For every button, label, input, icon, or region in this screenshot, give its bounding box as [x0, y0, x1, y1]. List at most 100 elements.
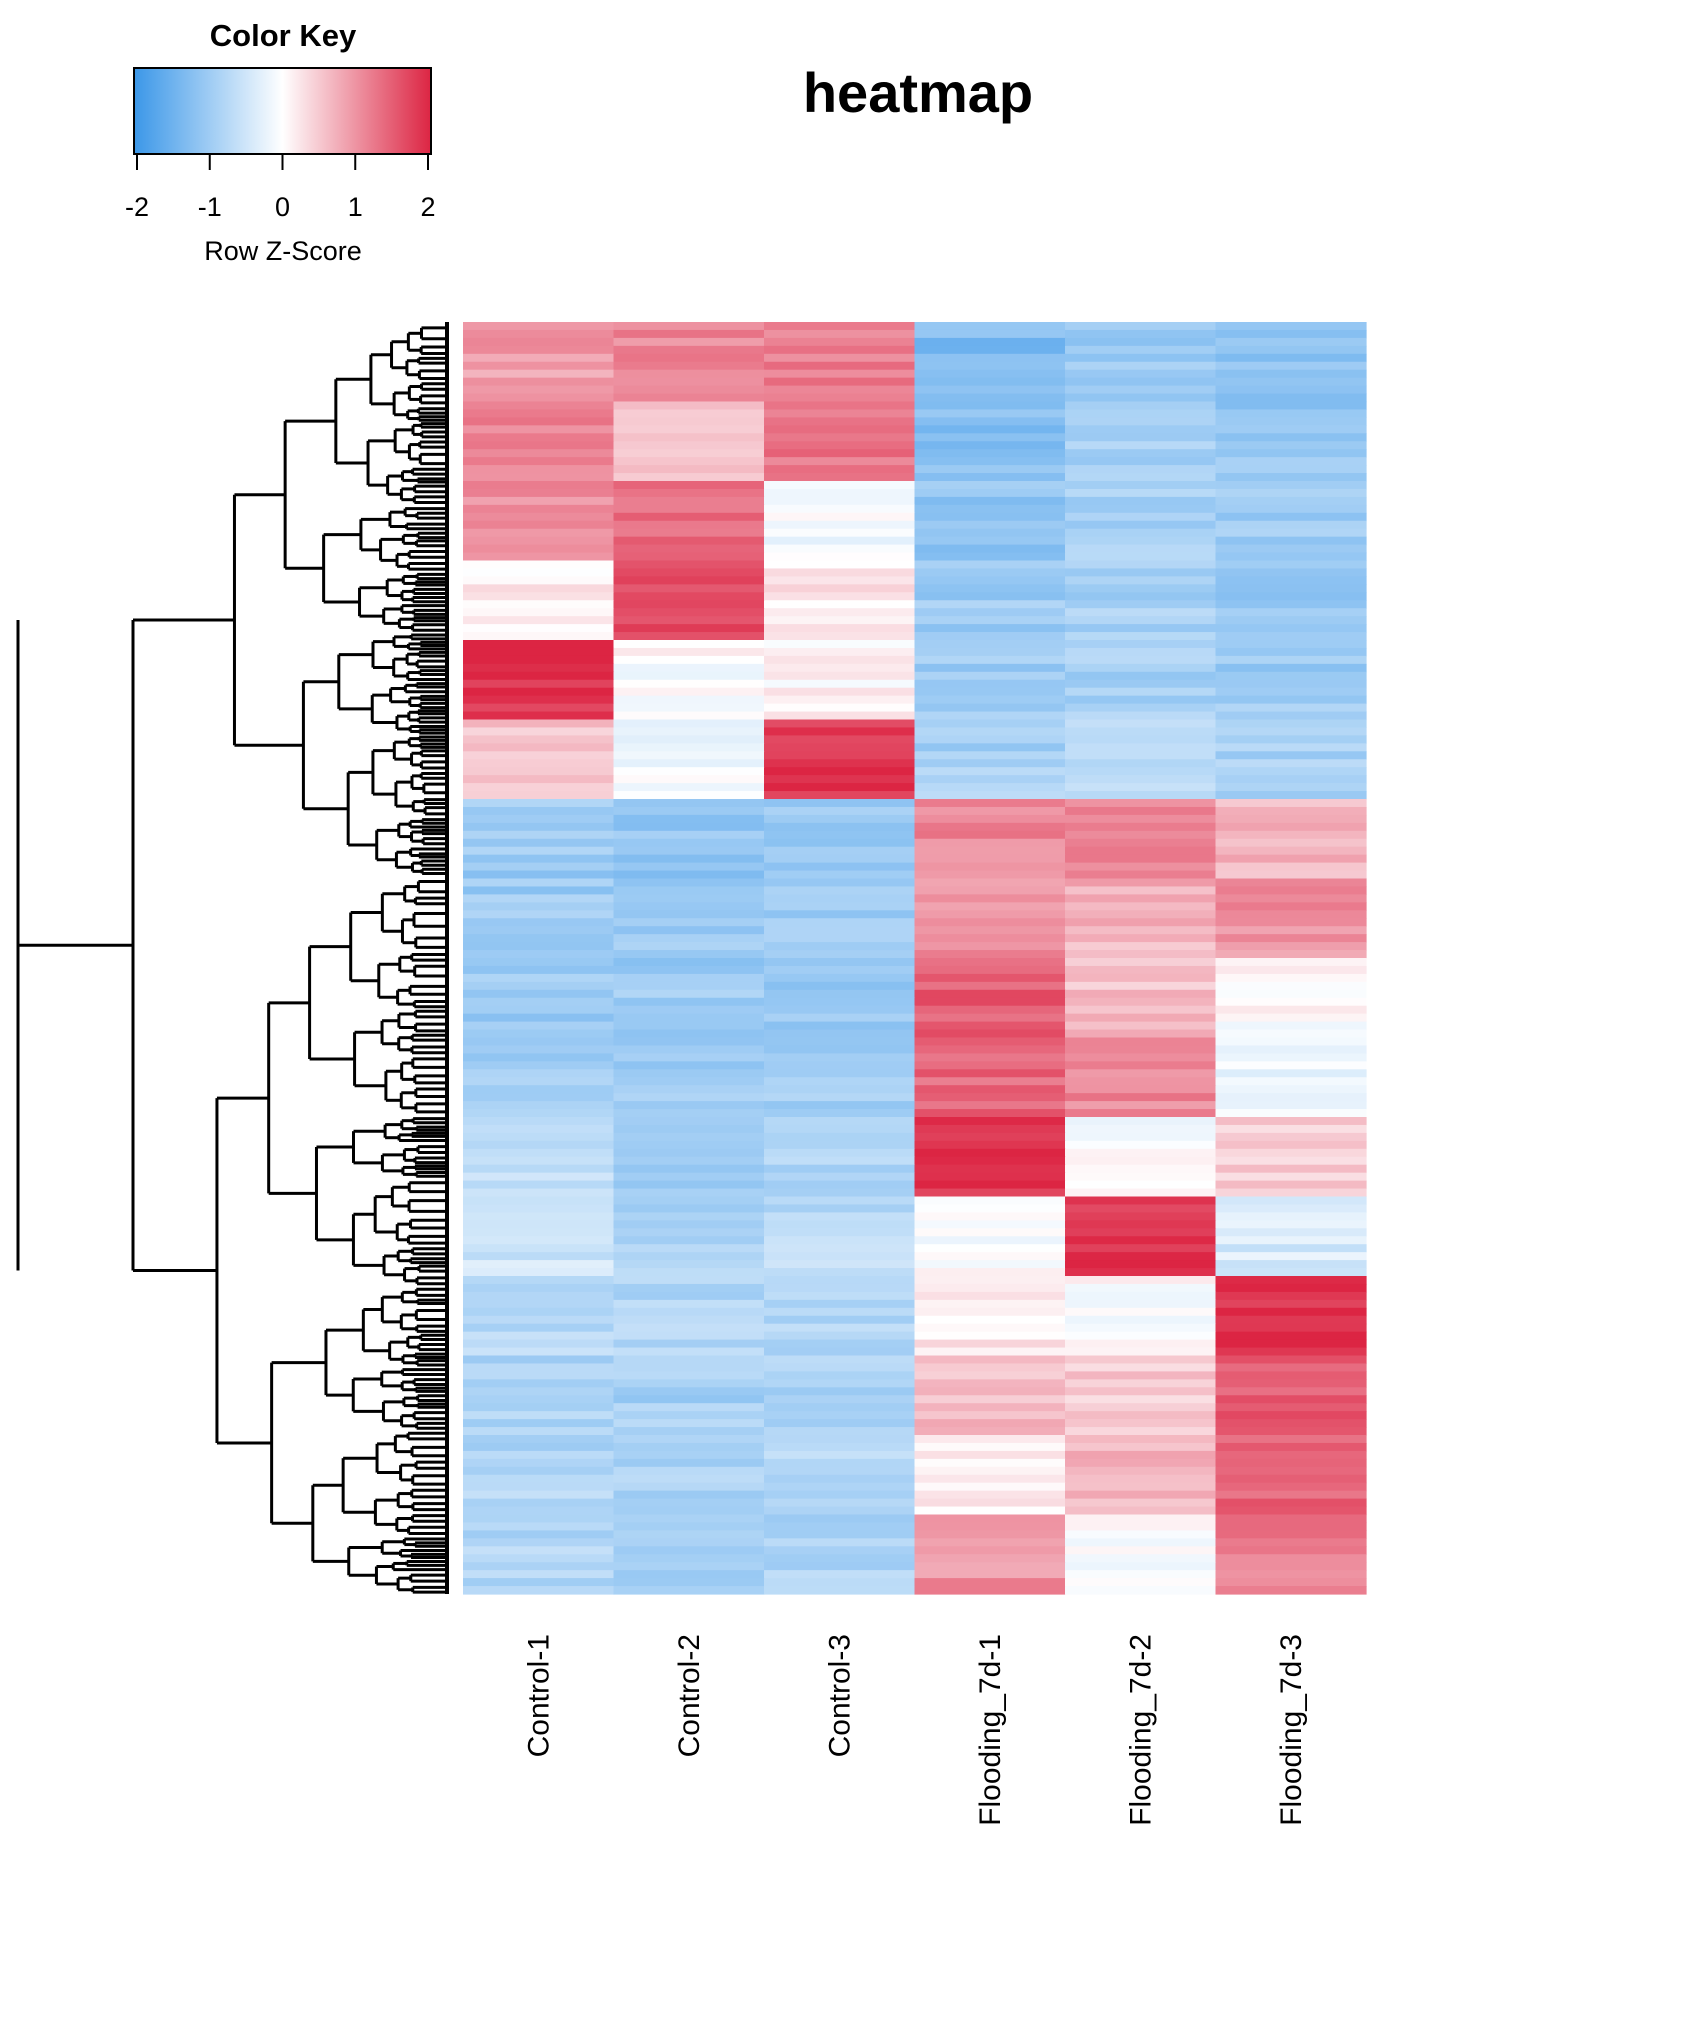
heatmap-cell: [914, 687, 1066, 697]
heatmap-cell: [914, 1299, 1066, 1309]
heatmap-cell: [1065, 632, 1217, 641]
heatmap-cell: [914, 600, 1066, 609]
heatmap-cell: [914, 1379, 1066, 1388]
heatmap-cell: [613, 1387, 765, 1396]
heatmap-cell: [914, 1283, 1066, 1293]
heatmap-cell: [463, 1196, 615, 1206]
heatmap-cell: [914, 862, 1066, 872]
heatmap-cell: [1215, 1307, 1367, 1317]
heatmap-cell: [1215, 1554, 1367, 1563]
heatmap-cell: [764, 1363, 916, 1372]
heatmap-cell: [613, 1379, 765, 1388]
heatmap-cell: [764, 1037, 916, 1047]
heatmap-cell: [764, 568, 916, 577]
heatmap-cell: [914, 1482, 1066, 1492]
heatmap-cell: [764, 504, 916, 514]
heatmap-cell: [1065, 1395, 1217, 1404]
heatmap-cell: [1215, 767, 1367, 776]
heatmap-cell: [463, 822, 615, 832]
heatmap-cell: [1065, 1228, 1217, 1237]
heatmap-cell: [613, 1101, 765, 1110]
heatmap-cell: [914, 1220, 1066, 1229]
heatmap-cell: [764, 1252, 916, 1261]
heatmap-cell: [1065, 353, 1217, 363]
heatmap-cell: [1065, 401, 1217, 411]
heatmap-cell: [613, 1411, 765, 1420]
heatmap-cell: [1215, 1411, 1367, 1420]
heatmap-cell: [613, 496, 765, 506]
heatmap-cell: [914, 1037, 1066, 1047]
heatmap-cell: [613, 1506, 765, 1516]
heatmap-cell: [1065, 640, 1217, 649]
heatmap-cell: [463, 592, 615, 601]
heatmap-cell: [1065, 544, 1217, 554]
heatmap-cell: [613, 1236, 765, 1245]
heatmap-cell: [1215, 1061, 1367, 1070]
heatmap-cell: [1065, 647, 1217, 657]
heatmap-cell: [613, 1109, 765, 1118]
heatmap-cell: [914, 814, 1066, 824]
heatmap-cell: [1065, 1379, 1217, 1388]
heatmap-cell: [1215, 417, 1367, 426]
heatmap-cell: [1065, 1164, 1217, 1174]
heatmap-cell: [1065, 1045, 1217, 1054]
heatmap-cell: [1215, 1546, 1367, 1555]
heatmap-cell: [613, 719, 765, 729]
heatmap-cell: [463, 1331, 615, 1341]
heatmap-cell: [1065, 671, 1217, 681]
heatmap-cell: [1065, 799, 1217, 808]
heatmap-cell: [764, 719, 916, 729]
heatmap-cell: [1065, 1212, 1217, 1221]
heatmap-cell: [1065, 600, 1217, 609]
heatmap-cell: [1065, 997, 1217, 1007]
heatmap-cell: [914, 1307, 1066, 1317]
column-label: Control-1: [522, 1634, 555, 1757]
heatmap-cell: [1065, 1236, 1217, 1245]
heatmap-cell: [1215, 385, 1367, 395]
heatmap-cell: [1065, 838, 1217, 848]
heatmap-cell: [914, 679, 1066, 689]
heatmap-cell: [613, 1578, 765, 1587]
heatmap-cell: [914, 1260, 1066, 1269]
heatmap-cell: [1215, 1538, 1367, 1547]
heatmap-cell: [764, 393, 916, 403]
heatmap-cell: [764, 1172, 916, 1182]
heatmap-cell: [764, 950, 916, 959]
heatmap-cell: [1065, 894, 1217, 903]
heatmap-cell: [764, 1419, 916, 1428]
heatmap-cell: [764, 361, 916, 371]
heatmap-cell: [1215, 329, 1367, 339]
heatmap-cell: [1215, 1156, 1367, 1166]
heatmap-cell: [914, 981, 1066, 991]
heatmap-cell: [1065, 1291, 1217, 1301]
heatmap-cell: [914, 1156, 1066, 1166]
heatmap-cell: [613, 1315, 765, 1325]
heatmap-cell: [463, 496, 615, 506]
heatmap-cell: [463, 1276, 615, 1285]
heatmap-cell: [613, 1546, 765, 1555]
heatmap-cell: [1215, 1069, 1367, 1078]
heatmap-cell: [613, 997, 765, 1007]
heatmap-cell: [1065, 1132, 1217, 1142]
heatmap-cell: [1065, 1220, 1217, 1229]
heatmap-cell: [613, 918, 765, 927]
heatmap-cell: [463, 361, 615, 371]
heatmap-cell: [764, 1132, 916, 1142]
heatmap-cell: [1065, 504, 1217, 514]
heatmap-cell: [1065, 1315, 1217, 1325]
heatmap-cell: [1065, 1514, 1217, 1524]
color-key-tick-label: 1: [348, 192, 363, 222]
heatmap-cell: [1215, 965, 1367, 975]
heatmap-cell: [613, 1212, 765, 1221]
heatmap-cell: [1065, 425, 1217, 434]
heatmap-cell: [1215, 616, 1367, 625]
heatmap-cell: [1215, 1427, 1367, 1436]
heatmap-cell: [914, 1109, 1066, 1118]
heatmap-cell: [1215, 1037, 1367, 1047]
heatmap-cell: [613, 433, 765, 442]
heatmap-cell: [463, 1188, 615, 1198]
heatmap-cell: [613, 457, 765, 466]
heatmap-cell: [613, 1458, 765, 1468]
heatmap-cell: [1065, 862, 1217, 872]
heatmap-cell: [463, 1299, 615, 1309]
